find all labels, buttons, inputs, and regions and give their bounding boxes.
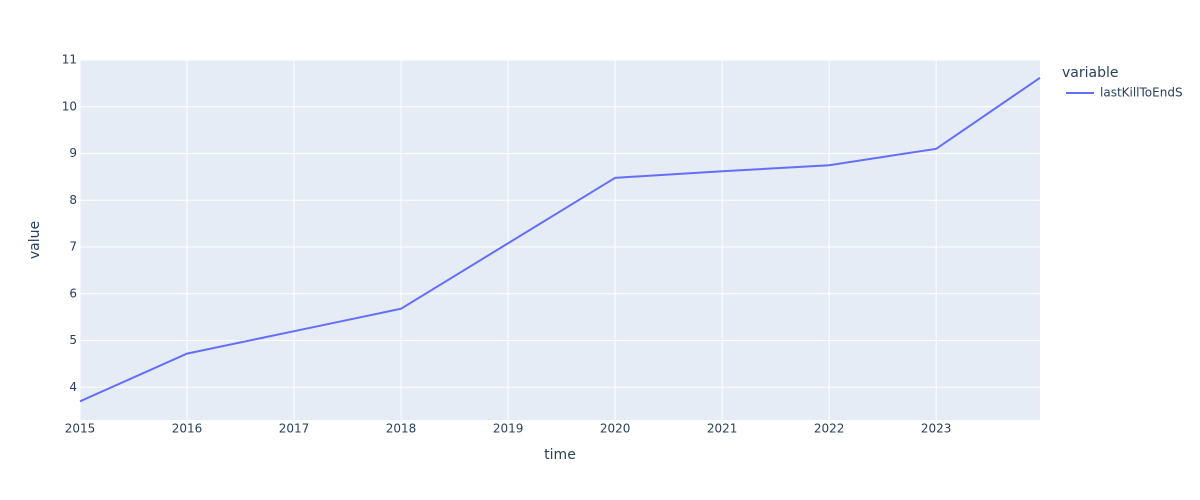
x-tick-label: 2017: [279, 422, 310, 436]
x-axis-title: time: [544, 447, 576, 463]
x-tick-label: 2021: [707, 422, 738, 436]
y-tick-label: 9: [69, 146, 77, 160]
legend-title: variable: [1062, 65, 1118, 81]
y-tick-label: 8: [69, 193, 77, 207]
x-tick-label: 2023: [921, 422, 952, 436]
y-tick-label: 6: [69, 286, 77, 300]
x-tick-label: 2019: [493, 422, 524, 436]
y-tick-label: 11: [62, 53, 77, 67]
y-axis-title: value: [27, 221, 43, 259]
x-tick-label: 2015: [65, 422, 96, 436]
y-tick-label: 7: [69, 240, 77, 254]
legend-label: lastKillToEndS: [1100, 86, 1183, 100]
x-tick-label: 2018: [386, 422, 417, 436]
x-tick-label: 2016: [172, 422, 203, 436]
plot-area: [80, 60, 1040, 420]
y-tick-label: 5: [69, 333, 77, 347]
x-tick-label: 2020: [600, 422, 631, 436]
y-tick-label: 4: [69, 380, 77, 394]
line-series: [79, 76, 1041, 403]
x-tick-label: 2022: [814, 422, 845, 436]
y-tick-label: 10: [62, 99, 77, 113]
